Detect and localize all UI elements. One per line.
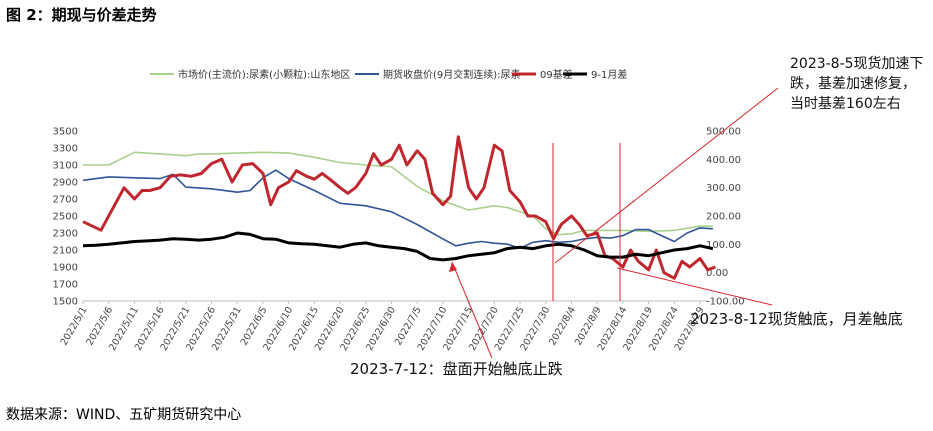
- legend-label-market: 市场价(主流价):尿素(小颗粒):山东地区: [178, 68, 350, 81]
- series-line-futures: [82, 169, 713, 250]
- y-left-tick-label: 1500: [53, 297, 78, 308]
- legend-label-futures: 期货收盘价(9月交割连续):尿素: [383, 68, 521, 81]
- y-right-tick-label: 200.00: [706, 212, 741, 223]
- figure-title: 图 2：期现与价差走势: [6, 6, 157, 24]
- y-right-tick-label: 500.00: [706, 127, 741, 138]
- y-right-tick-label: 100.00: [706, 240, 741, 251]
- chart-legend: 市场价(主流价):尿素(小颗粒):山东地区 期货收盘价(9月交割连续):尿素 09基…: [150, 68, 627, 81]
- y-left-tick-label: 3100: [53, 161, 78, 172]
- y-left-tick-label: 3500: [53, 127, 78, 138]
- y-right-tick-label: 300.00: [706, 183, 741, 194]
- arrowhead-jul12: [449, 262, 457, 272]
- y-right-tick-label: -100.00: [706, 297, 745, 308]
- y-left-tick-label: 2700: [53, 195, 78, 206]
- annotation-aug5: 2023-8-5现货加速下 跌，基差加速修复， 当时基差160左右: [790, 55, 928, 112]
- y-left-tick-label: 2300: [53, 229, 78, 240]
- y-left-tick-label: 2500: [53, 212, 78, 223]
- data-source: 数据来源：WIND、五矿期货研究中心: [6, 407, 242, 423]
- pointer-jul12: [451, 261, 493, 359]
- legend-label-spread: 9-1月差: [591, 68, 627, 81]
- pointer-aug5: [554, 87, 779, 264]
- y-left-tick-label: 1700: [53, 280, 78, 291]
- annotation-jul12: 2023-7-12：盘面开始触底止跌: [350, 360, 563, 378]
- y-left-tick-label: 2100: [53, 246, 78, 257]
- y-left-tick-label: 1900: [53, 263, 78, 274]
- legend-label-basis: 09基差: [540, 68, 573, 81]
- y-left-tick-label: 3300: [53, 144, 78, 155]
- series-line-spread: [82, 231, 714, 262]
- reference-lines: [449, 87, 779, 359]
- annotations: 2023-8-5现货加速下 跌，基差加速修复， 当时基差160左右 2023-8…: [350, 55, 928, 378]
- y-right-tick-label: 0.00: [706, 268, 728, 279]
- chart: 市场价(主流价):尿素(小颗粒):山东地区 期货收盘价(9月交割连续):尿素 09基…: [53, 55, 928, 378]
- series-line-basis: [82, 135, 716, 280]
- annotation-aug12: 2023-8-12现货触底，月差触底: [690, 310, 903, 328]
- y-left-tick-label: 2900: [53, 178, 78, 189]
- chart-series: [82, 135, 716, 280]
- y-right-tick-label: 400.00: [706, 155, 741, 166]
- pointer-aug12: [616, 267, 773, 306]
- series-line-market: [83, 151, 713, 236]
